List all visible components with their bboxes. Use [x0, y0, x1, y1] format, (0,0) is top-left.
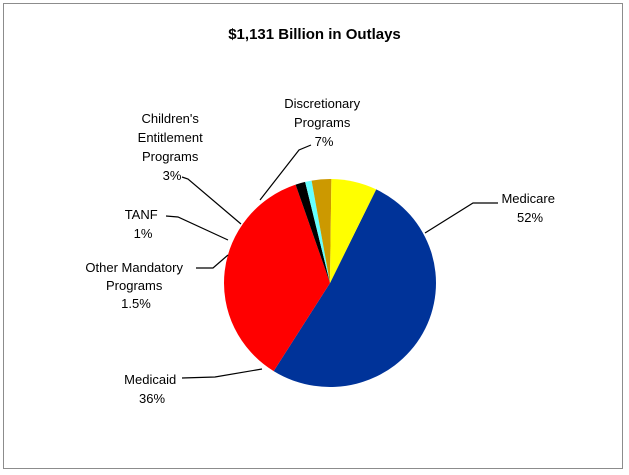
leader-tanf	[165, 215, 229, 241]
label-tanf-name: TANF	[125, 207, 158, 222]
label-childrens-pct: 3%	[163, 168, 182, 183]
label-discretionary-name-1: Discretionary	[284, 96, 360, 111]
label-medicaid: Medicaid 36%	[124, 372, 180, 406]
label-childrens-name-3: Programs	[142, 149, 199, 164]
leader-other-mandatory	[196, 254, 229, 269]
label-childrens-name-1: Children's	[141, 111, 199, 126]
leader-childrens	[181, 176, 242, 225]
label-discretionary-name-2: Programs	[294, 115, 351, 130]
label-tanf-pct: 1%	[134, 226, 153, 241]
chart-title: $1,131 Billion in Outlays	[228, 26, 401, 43]
label-tanf: TANF 1%	[125, 207, 162, 241]
label-discretionary-pct: 7%	[315, 134, 334, 149]
label-medicaid-pct: 36%	[139, 391, 165, 406]
pie-slice-childrens	[311, 179, 332, 283]
leader-medicaid	[181, 368, 263, 379]
label-medicare-name: Medicare	[501, 191, 554, 206]
label-discretionary: Discretionary Programs 7%	[284, 96, 363, 149]
label-medicare: Medicare 52%	[501, 191, 558, 225]
label-other-mandatory-name-1: Other Mandatory	[85, 260, 183, 275]
label-other-mandatory: Other Mandatory Programs 1.5%	[85, 260, 186, 311]
label-childrens: Children's Entitlement Programs 3%	[138, 111, 207, 183]
leader-medicare	[424, 202, 498, 234]
label-medicaid-name: Medicaid	[124, 372, 176, 387]
pie-slice-discretionary	[330, 179, 377, 283]
pie-slice-other-mandatory	[295, 181, 330, 283]
leader-discretionary	[259, 144, 312, 201]
label-medicare-pct: 52%	[517, 210, 543, 225]
label-other-mandatory-pct: 1.5%	[121, 296, 151, 311]
pie-slice-medicaid	[224, 184, 330, 372]
pie-slice-tanf	[305, 180, 330, 283]
label-other-mandatory-name-2: Programs	[106, 278, 163, 293]
label-childrens-name-2: Entitlement	[138, 130, 203, 145]
pie-slice-medicare	[273, 189, 436, 387]
